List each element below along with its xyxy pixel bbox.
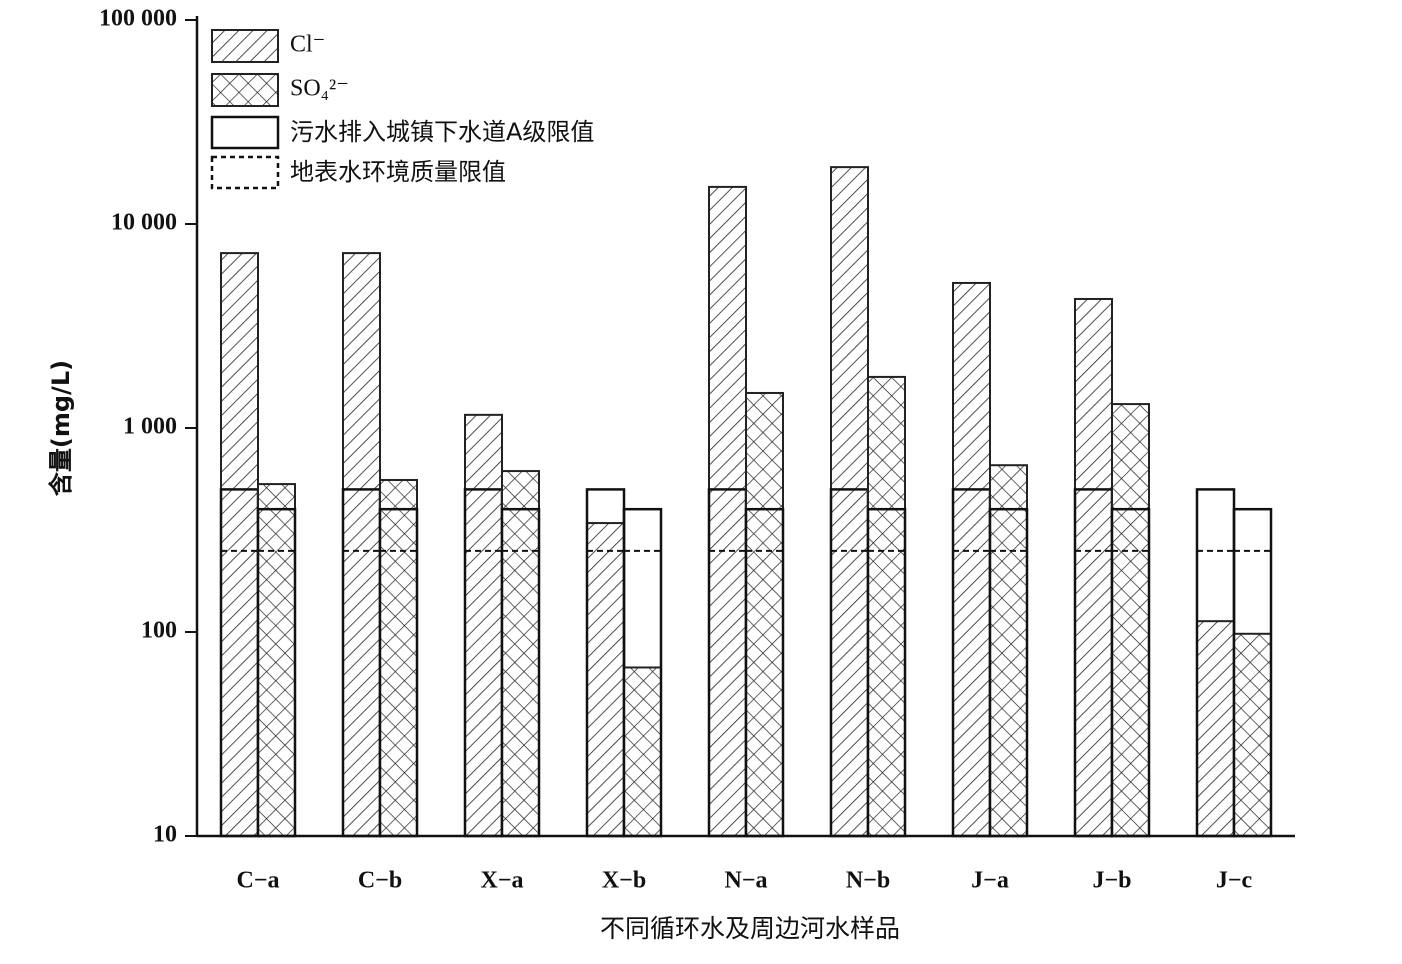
bar <box>1074 297 1113 837</box>
y-tick-label: 100 000 <box>99 6 177 32</box>
bar <box>708 185 747 837</box>
bar <box>379 479 418 837</box>
legend-label: Cl⁻ <box>290 32 325 58</box>
bar <box>989 464 1028 837</box>
legend-label: 污水排入城镇下水道A级限值 <box>290 118 594 146</box>
y-tick-label: 10 <box>153 822 177 848</box>
y-tick-label: 100 <box>141 618 177 644</box>
bar <box>745 391 784 837</box>
x-tick-label: X−a <box>480 868 523 894</box>
bar <box>867 375 906 837</box>
bar <box>257 483 296 837</box>
bar <box>586 522 625 837</box>
bar <box>1196 620 1235 837</box>
legend-swatch <box>210 155 280 190</box>
legend-swatch <box>211 29 279 63</box>
legend-label: SO₄²⁻ <box>290 76 349 102</box>
bar <box>342 252 381 837</box>
x-tick-label: N−b <box>846 868 890 894</box>
x-tick-label: N−a <box>724 868 767 894</box>
x-tick-label: C−a <box>236 868 279 894</box>
x-tick-label: J−b <box>1092 868 1131 894</box>
bar <box>830 166 869 837</box>
x-tick-label: X−b <box>602 868 646 894</box>
x-tick-label: C−b <box>358 868 402 894</box>
legend-label: 地表水环境质量限值 <box>290 158 506 186</box>
x-axis-title: 不同循环水及周边河水样品 <box>600 914 900 943</box>
x-tick-label: J−c <box>1216 868 1253 894</box>
bar <box>952 281 991 838</box>
legend-swatch <box>211 73 279 107</box>
bar <box>464 413 503 837</box>
y-tick-label: 1 000 <box>123 414 177 440</box>
bar <box>220 252 259 837</box>
y-axis-title: 含量(mg/L) <box>47 360 75 496</box>
x-tick-label: J−a <box>971 868 1009 894</box>
legend-swatch <box>210 115 280 150</box>
bar <box>623 666 662 837</box>
bar <box>1111 403 1150 837</box>
bar <box>501 470 540 837</box>
y-tick-label: 10 000 <box>111 210 177 236</box>
bar <box>1233 632 1272 837</box>
